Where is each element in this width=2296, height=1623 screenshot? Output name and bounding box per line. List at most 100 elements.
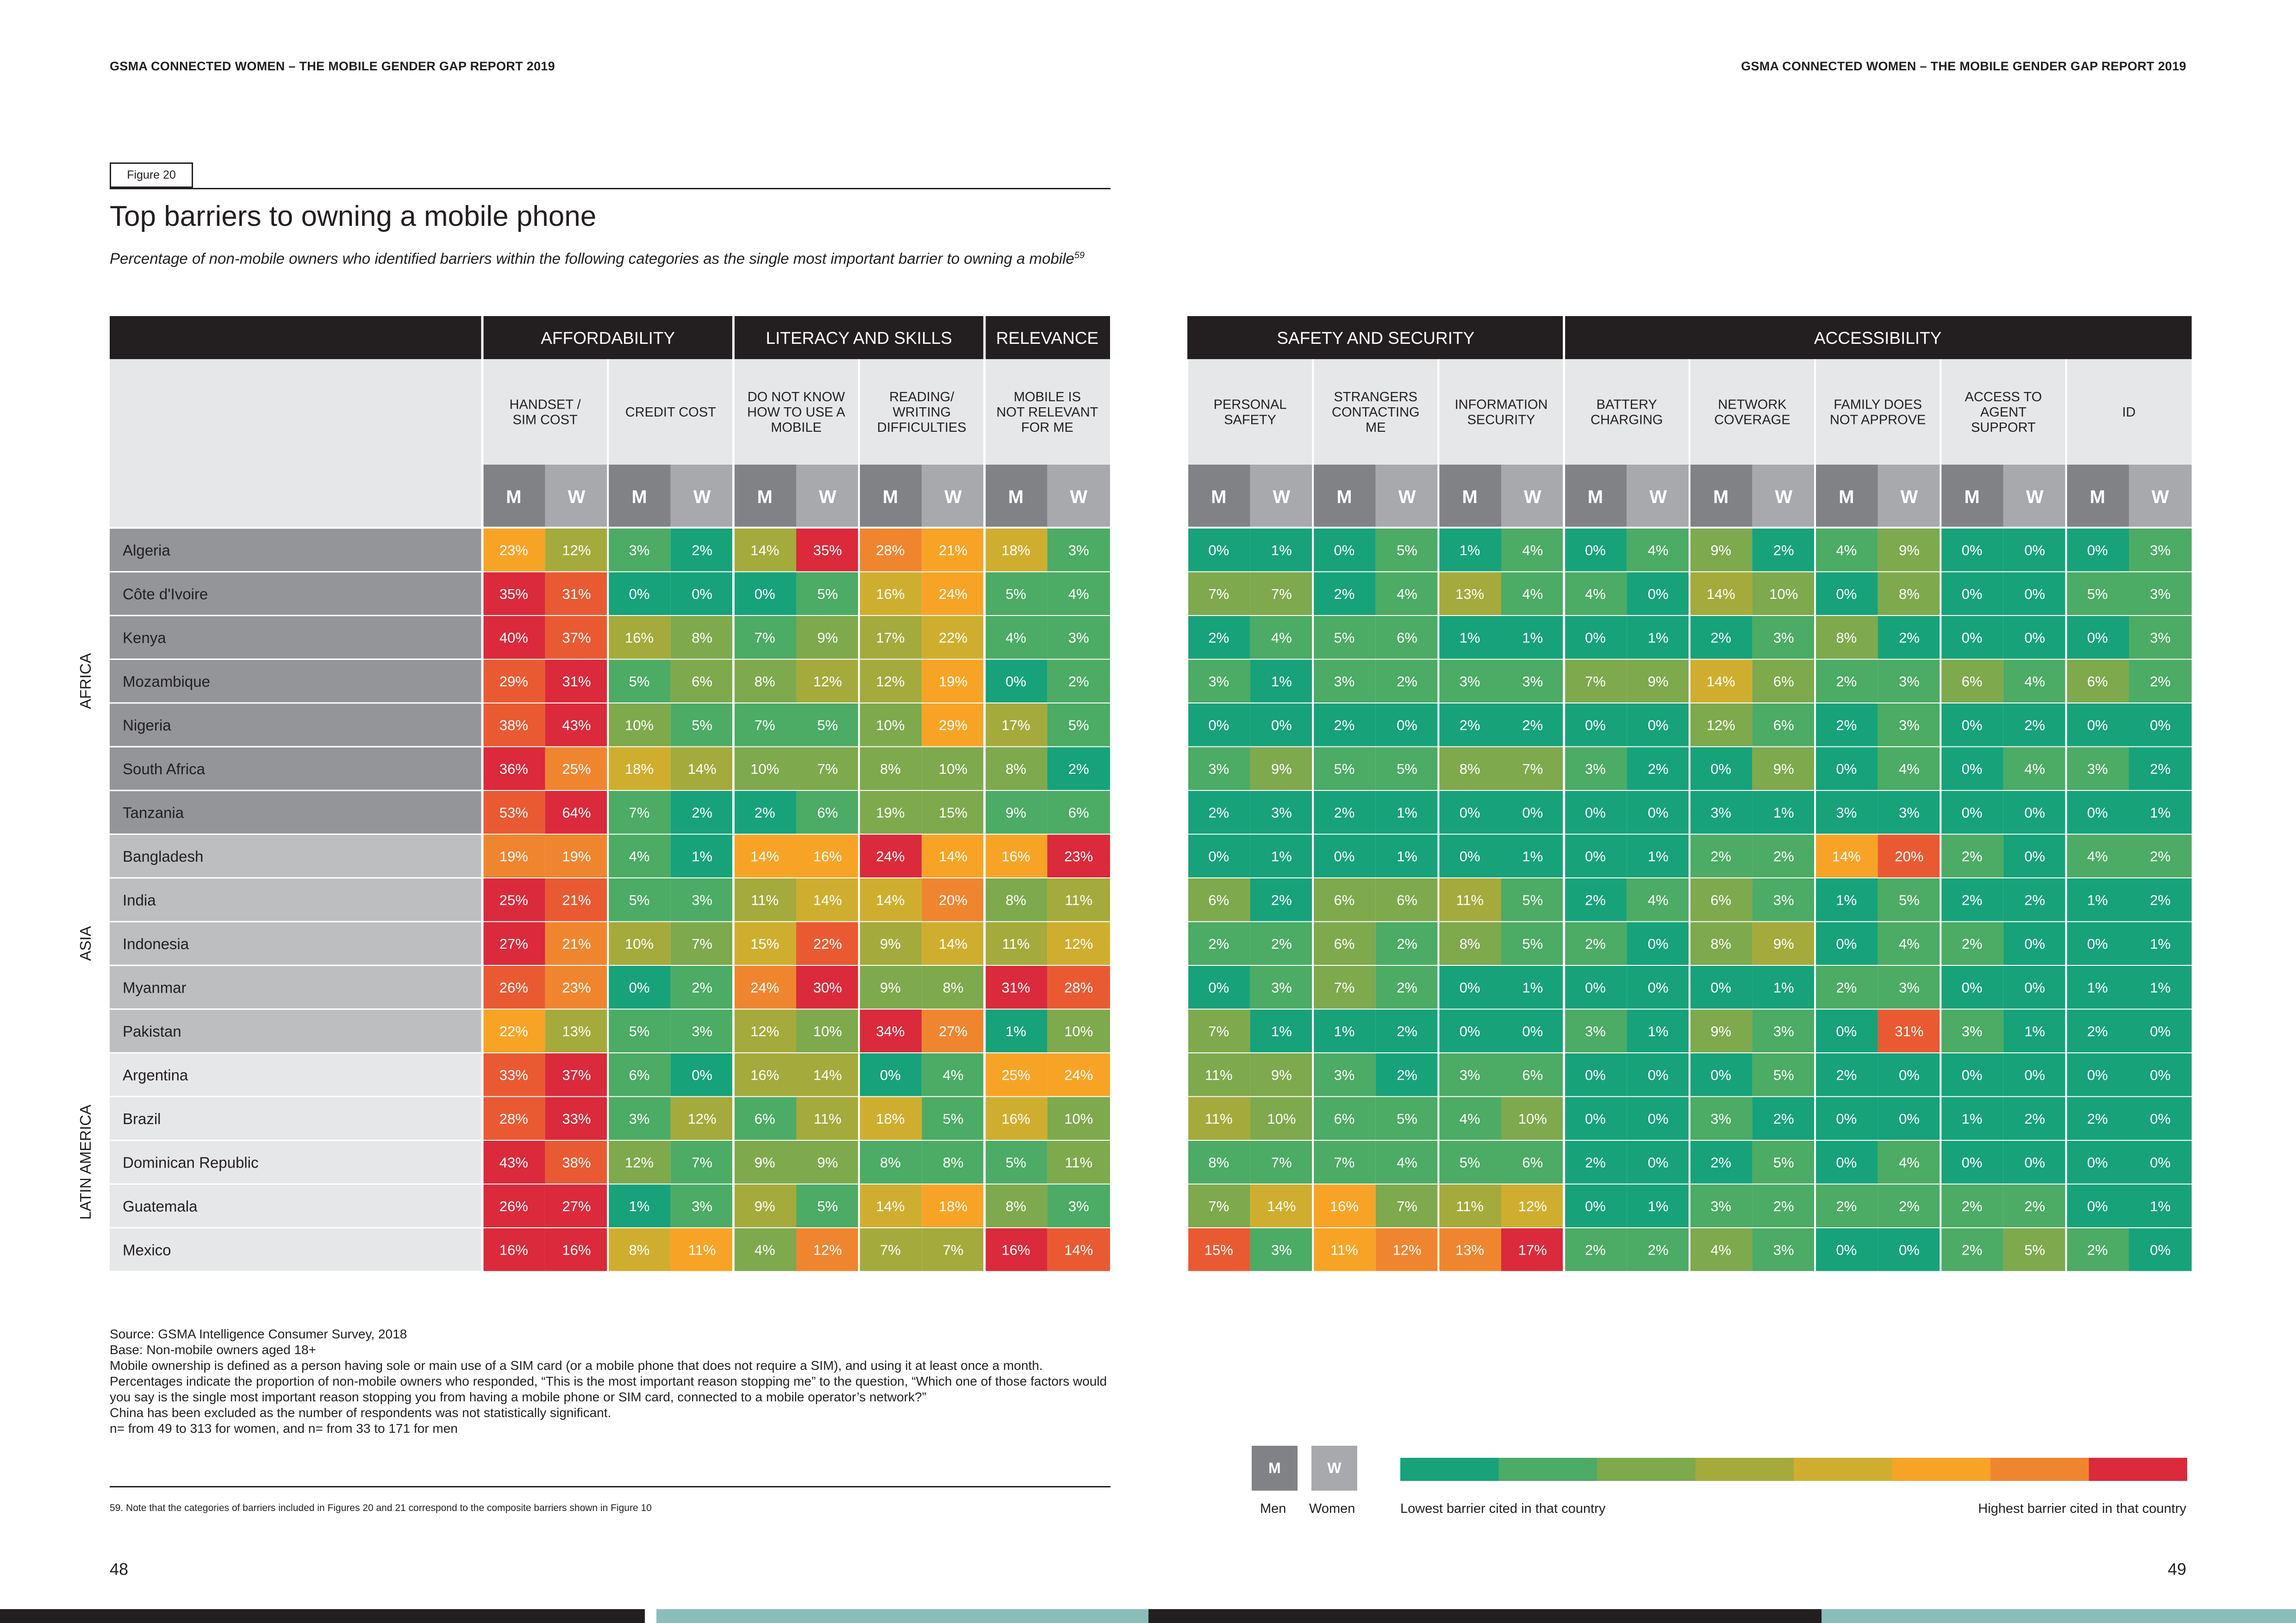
sex-header-bg [1375,465,1439,527]
heatmap-cell [1438,965,1501,1009]
heatmap-cell [1438,528,1501,572]
heatmap-cell [1438,834,1501,878]
cell-value: 3% [1271,979,1292,995]
cell-value: 8% [1710,936,1731,952]
cell-value: 11% [1205,1067,1233,1083]
heatmap-cell [733,572,796,616]
cell-value: 2% [1773,1111,1794,1127]
cell-value: 0% [1962,1154,1983,1170]
country-label: Pakistan [123,1023,181,1040]
heatmap-cell [1940,1184,2003,1228]
footer-bar-dark-2 [1148,1609,1822,1623]
heatmap-cell [2066,1096,2129,1140]
heatmap-cell [1313,572,1376,616]
heatmap-cell [1752,921,1815,965]
cell-value: 1% [1648,848,1669,864]
sex-header-bg [1564,465,1627,527]
cell-value: 3% [1460,673,1480,690]
cell-value: 2% [2024,717,2045,733]
country-row-bg [110,1053,482,1097]
heatmap-cell [482,1184,545,1228]
cell-value: 30% [813,979,842,995]
country-label: Nigeria [123,716,171,734]
cell-value: 0% [1710,979,1731,995]
cell-value: 0% [1585,717,1606,733]
cell-value: 0% [1836,936,1857,952]
heatmap-cell [2066,528,2129,572]
cell-value: 6% [1773,673,1794,690]
cell-value: 24% [750,979,779,995]
sex-header-bg [608,465,671,527]
cell-value: 5% [629,1023,650,1039]
sex-header-bg [2129,465,2192,527]
heatmap-cell [922,1184,985,1228]
cell-value: 7% [1585,673,1606,690]
cell-value: 6% [1397,892,1417,908]
cell-value: 3% [1522,673,1543,690]
heatmap-cell [608,1053,671,1097]
heatmap-cell [1438,1053,1501,1097]
cell-value: 10% [876,717,905,733]
cell-value: 2% [1397,979,1417,995]
cell-value: 0% [1460,1023,1480,1039]
heatmap-cell [1627,1096,1690,1140]
cell-value: 1% [1271,848,1292,864]
cell-value: 12% [876,673,905,690]
heatmap-cell [1564,572,1627,616]
heatmap-cell [1627,703,1690,747]
barrier-header-line: SAFETY [1224,413,1276,428]
cell-value: 0% [1397,717,1417,733]
cell-value: 2% [1585,892,1606,908]
cell-value: 31% [1002,979,1030,995]
barrier-header-line: INFORMATION [1455,398,1548,412]
heatmap-cell [545,659,608,703]
sex-header: W [693,487,711,507]
cell-value: 3% [1334,673,1355,690]
heatmap-cell [1689,1228,1753,1272]
country-label: Mozambique [123,673,210,690]
heatmap-cell [859,1140,922,1184]
heatmap-cell [922,528,985,572]
country-label: Myanmar [123,979,187,996]
cell-value: 4% [1460,1111,1480,1127]
cell-value: 22% [939,629,967,646]
cell-value: 2% [1836,979,1857,995]
cell-value: 9% [1899,542,1920,558]
cell-value: 0% [1585,1111,1606,1127]
legend-low-label: Lowest barrier cited in that country [1400,1501,1606,1516]
footer-bar-teal-1 [656,1609,1148,1623]
heatmap-cell [1752,572,1815,616]
cell-value: 1% [2150,804,2171,821]
cell-value: 31% [562,673,591,690]
heatmap-cell [670,1096,734,1140]
cell-value: 3% [1899,979,1920,995]
cell-value: 14% [876,892,905,908]
heatmap-cell [922,659,985,703]
cell-value: 7% [692,936,712,952]
region-label: LATIN AMERICA [77,1105,94,1220]
cell-value: 8% [1005,892,1026,908]
cell-value: 4% [1585,586,1606,602]
cell-value: 3% [1962,1023,1983,1039]
running-header-right: GSMA CONNECTED WOMEN – THE MOBILE GENDER… [1741,59,2186,73]
cell-value: 2% [1962,848,1983,864]
barrier-header-bg [984,359,1110,465]
heatmap-cell [1501,616,1564,659]
heatmap-cell [1438,921,1501,965]
heatmap-cell [1752,1053,1815,1097]
cell-value: 34% [876,1023,905,1039]
cell-value: 21% [562,892,591,908]
heatmap-cell [859,1228,922,1272]
subtitle-footnote-ref: 59 [1074,250,1085,261]
cell-value: 0% [1585,1198,1606,1214]
heatmap-cell [670,921,734,965]
sex-header: M [1336,487,1352,507]
heatmap-cell [2066,703,2129,747]
heatmap-cell [1689,878,1753,922]
cell-value: 2% [2087,1242,2108,1258]
cell-value: 2% [1334,804,1355,821]
heatmap-cell [1375,703,1439,747]
heatmap-cell [796,1184,859,1228]
heatmap-cell [922,703,985,747]
cell-value: 6% [1334,892,1355,908]
